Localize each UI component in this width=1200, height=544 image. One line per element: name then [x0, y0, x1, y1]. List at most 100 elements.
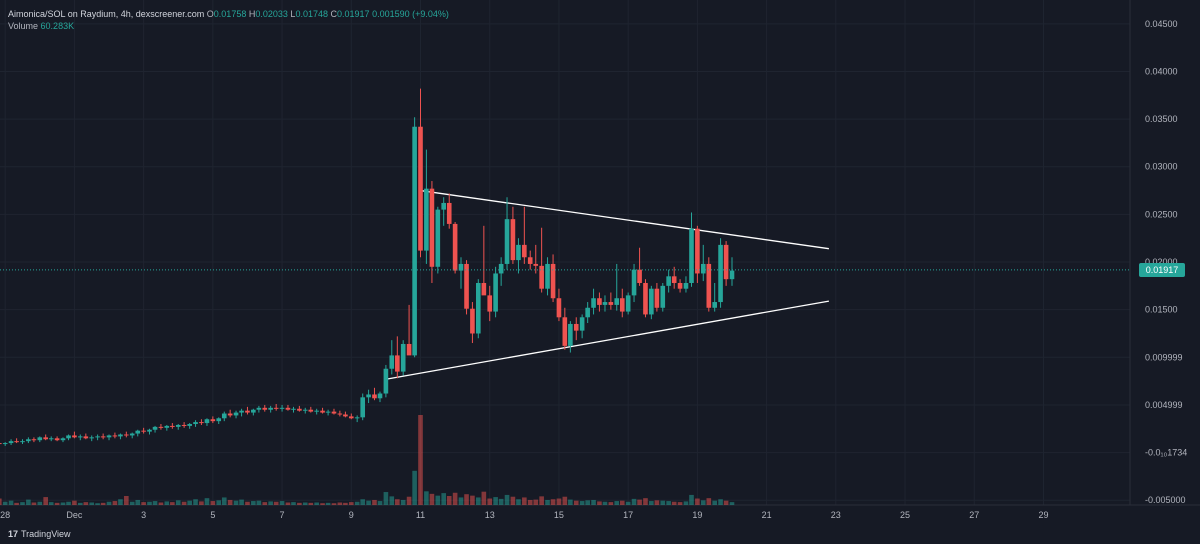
candle: [147, 428, 152, 435]
candle-body: [164, 425, 170, 428]
candle-body: [256, 407, 262, 410]
candle: [666, 269, 671, 293]
volume-bar: [273, 501, 279, 505]
volume-bar: [0, 498, 2, 505]
candle: [729, 257, 735, 286]
volume-bar: [533, 499, 539, 505]
candle-body: [233, 412, 239, 416]
volume-bar: [400, 499, 406, 505]
candle-body: [285, 407, 291, 410]
tradingview-brand[interactable]: 17 TradingView: [8, 529, 71, 539]
candle: [619, 288, 625, 318]
candle-body: [141, 430, 146, 432]
candle: [400, 340, 406, 376]
candle: [83, 433, 89, 440]
time-tick-label: 21: [762, 510, 772, 520]
volume-bar: [527, 499, 533, 505]
candle-body: [712, 302, 717, 308]
candle-body: [291, 408, 296, 410]
candle: [487, 285, 493, 322]
candle: [72, 431, 77, 439]
volume-bar: [141, 502, 146, 505]
volume-bar: [158, 502, 164, 505]
candle-body: [643, 282, 648, 315]
candle: [470, 302, 475, 344]
candle-body: [268, 407, 273, 410]
candle: [193, 420, 198, 427]
volume-bar: [723, 500, 729, 505]
candle-body: [424, 188, 429, 251]
candle: [26, 437, 31, 444]
candle: [37, 436, 43, 443]
candle: [579, 314, 585, 339]
price-tick-label: -0.0₁₀1734: [1145, 448, 1187, 458]
candle: [458, 257, 464, 289]
candle: [539, 227, 544, 293]
candle-body: [418, 126, 423, 251]
volume-bar: [671, 501, 677, 505]
trendlines: [385, 189, 830, 380]
candle: [689, 212, 694, 287]
candle: [279, 404, 285, 412]
open-label: O: [206, 9, 214, 19]
candle: [602, 295, 608, 312]
candle: [677, 279, 683, 293]
volume-bar: [608, 502, 614, 505]
candle: [533, 244, 539, 274]
volume-bar: [348, 502, 354, 505]
candle-body: [372, 394, 377, 399]
candle-body: [695, 228, 700, 274]
volume-bar: [475, 497, 481, 505]
volume-bar: [654, 500, 660, 505]
volume-bar: [175, 500, 181, 505]
candle: [343, 411, 348, 418]
candle: [227, 409, 233, 418]
candle-body: [302, 409, 308, 411]
candle-body: [89, 437, 95, 439]
candle: [643, 279, 648, 318]
candle: [100, 433, 106, 440]
candle: [695, 225, 700, 283]
candle: [60, 437, 66, 443]
candle: [268, 405, 273, 413]
candle-body: [354, 417, 360, 419]
volume-bar: [510, 496, 516, 505]
candle: [649, 285, 654, 320]
candle: [285, 404, 291, 411]
candle: [152, 425, 158, 433]
candle-body: [181, 424, 187, 426]
candle: [118, 433, 123, 440]
candle-body: [700, 263, 706, 274]
volume-bar: [625, 501, 631, 505]
volume-bar: [597, 501, 602, 505]
candle: [95, 434, 100, 441]
candle-body: [2, 443, 8, 445]
candle: [302, 407, 308, 414]
upper-trendline[interactable]: [420, 189, 829, 250]
volume-bar: [89, 502, 95, 505]
candle: [233, 410, 239, 419]
candle-body: [331, 411, 337, 414]
candle: [366, 389, 371, 404]
candle: [429, 181, 435, 283]
candle-body: [325, 411, 331, 413]
volume-bar: [372, 499, 377, 505]
candle-body: [458, 263, 464, 271]
volume-bar: [60, 502, 66, 505]
volume-bar: [135, 499, 141, 505]
volume-bar: [268, 501, 273, 505]
volume-bar: [649, 501, 654, 505]
candle-body: [395, 355, 400, 372]
volume-bar: [26, 499, 31, 505]
volume-bar: [441, 493, 447, 505]
candle-body: [31, 439, 37, 441]
candle-body: [60, 438, 66, 441]
candle-body: [308, 409, 314, 412]
lower-trendline[interactable]: [385, 300, 830, 380]
volume-bar: [227, 499, 233, 505]
candle: [389, 340, 395, 375]
candle-body: [683, 282, 689, 289]
candle: [314, 408, 319, 415]
candle-body: [83, 436, 89, 439]
